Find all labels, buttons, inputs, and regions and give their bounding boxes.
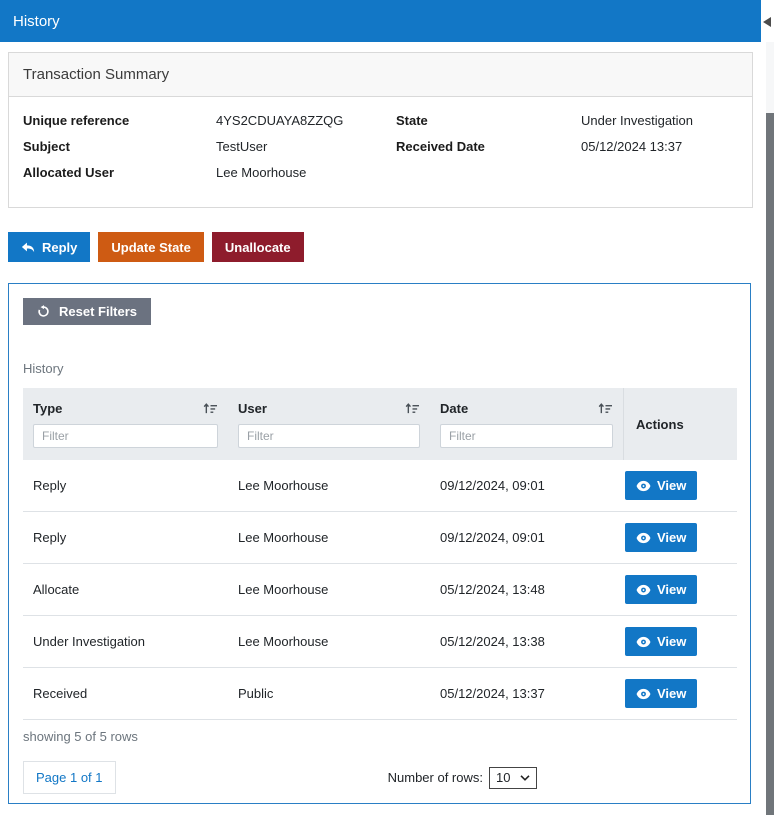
- table-row: Reply Lee Moorhouse 09/12/2024, 09:01 Vi…: [23, 460, 737, 512]
- cell-actions: View: [623, 523, 737, 552]
- transaction-summary-body: Unique reference 4YS2CDUAYA8ZZQG State U…: [9, 97, 752, 207]
- cell-date: 09/12/2024, 09:01: [440, 478, 545, 493]
- field-value-state: Under Investigation: [581, 113, 694, 128]
- table-title: History: [23, 361, 64, 376]
- cell-actions: View: [623, 575, 737, 604]
- cell-date: 05/12/2024, 13:37: [440, 686, 545, 701]
- action-buttons-row: Reply Update State Unallocate: [8, 232, 304, 262]
- field-label-received-date: Received Date: [396, 139, 485, 154]
- view-button-label: View: [657, 686, 687, 701]
- unallocate-button[interactable]: Unallocate: [211, 232, 304, 262]
- sort-icon[interactable]: [405, 402, 420, 415]
- view-button[interactable]: View: [625, 523, 698, 552]
- reply-button-label: Reply: [42, 239, 78, 255]
- history-table: Type User Date Actions: [23, 388, 737, 720]
- reply-button[interactable]: Reply: [8, 232, 91, 262]
- table-header: Type User Date Actions: [23, 388, 737, 460]
- cell-user: Lee Moorhouse: [238, 634, 329, 649]
- filter-cell-user: [228, 418, 430, 460]
- update-state-button[interactable]: Update State: [98, 232, 204, 262]
- sort-icon[interactable]: [203, 402, 218, 415]
- reset-icon: [37, 305, 50, 318]
- cell-date: 05/12/2024, 13:48: [440, 582, 545, 597]
- pagination-row: Page 1 of 1 Number of rows: 10: [23, 761, 736, 794]
- view-button-label: View: [657, 634, 687, 649]
- date-filter-input[interactable]: [440, 424, 613, 448]
- column-header-user[interactable]: User: [228, 388, 430, 418]
- cell-actions: View: [623, 627, 737, 656]
- filter-cell-date: [430, 418, 623, 460]
- unallocate-button-label: Unallocate: [224, 239, 291, 255]
- field-value-allocated-user: Lee Moorhouse: [216, 165, 307, 180]
- rows-per-page-group: Number of rows: 10: [387, 766, 537, 789]
- cell-actions: View: [623, 471, 737, 500]
- eye-icon: [636, 532, 651, 544]
- column-label-actions: Actions: [636, 416, 684, 432]
- reset-filters-label: Reset Filters: [59, 304, 138, 319]
- field-label-unique-reference: Unique reference: [23, 113, 130, 128]
- rows-per-page-label: Number of rows:: [387, 770, 483, 785]
- cell-type: Reply: [33, 478, 67, 493]
- page-header: History: [0, 0, 761, 42]
- reply-icon: [21, 240, 35, 254]
- page-title: History: [13, 12, 60, 30]
- reset-filters-button[interactable]: Reset Filters: [23, 298, 152, 325]
- collapse-panel-icon[interactable]: [763, 17, 771, 27]
- table-row: Reply Lee Moorhouse 09/12/2024, 09:01 Vi…: [23, 512, 737, 564]
- page-indicator-button[interactable]: Page 1 of 1: [23, 761, 116, 794]
- column-label-user: User: [238, 401, 267, 416]
- update-state-button-label: Update State: [111, 239, 191, 255]
- view-button[interactable]: View: [625, 679, 698, 708]
- history-panel: Reset Filters History Type User Date: [8, 283, 751, 804]
- cell-user: Public: [238, 686, 274, 701]
- view-button-label: View: [657, 530, 687, 545]
- eye-icon: [636, 584, 651, 596]
- field-value-received-date: 05/12/2024 13:37: [581, 139, 683, 154]
- view-button[interactable]: View: [625, 575, 698, 604]
- filter-cell-type: [23, 418, 228, 460]
- cell-date: 05/12/2024, 13:38: [440, 634, 545, 649]
- row-count-status: showing 5 of 5 rows: [23, 729, 138, 744]
- transaction-summary-title: Transaction Summary: [9, 53, 752, 97]
- vertical-scrollbar-thumb[interactable]: [766, 113, 774, 815]
- rows-per-page-value: 10: [496, 770, 511, 785]
- cell-user: Lee Moorhouse: [238, 478, 329, 493]
- table-body: Reply Lee Moorhouse 09/12/2024, 09:01 Vi…: [23, 460, 737, 720]
- cell-user: Lee Moorhouse: [238, 530, 329, 545]
- sort-icon[interactable]: [598, 402, 613, 415]
- field-label-allocated-user: Allocated User: [23, 165, 115, 180]
- eye-icon: [636, 636, 651, 648]
- cell-date: 09/12/2024, 09:01: [440, 530, 545, 545]
- cell-type: Reply: [33, 530, 67, 545]
- field-label-subject: Subject: [23, 139, 70, 154]
- table-row: Under Investigation Lee Moorhouse 05/12/…: [23, 616, 737, 668]
- transaction-summary-card: Transaction Summary Unique reference 4YS…: [8, 52, 753, 208]
- column-header-type[interactable]: Type: [23, 388, 228, 418]
- table-row: Received Public 05/12/2024, 13:37 View: [23, 668, 737, 720]
- field-value-subject: TestUser: [216, 139, 268, 154]
- cell-type: Received: [33, 686, 88, 701]
- cell-type: Allocate: [33, 582, 80, 597]
- column-label-date: Date: [440, 401, 469, 416]
- table-row: Allocate Lee Moorhouse 05/12/2024, 13:48…: [23, 564, 737, 616]
- column-header-actions: Actions: [623, 388, 737, 460]
- rows-per-page-select[interactable]: 10: [489, 766, 537, 789]
- view-button-label: View: [657, 478, 687, 493]
- eye-icon: [636, 480, 651, 492]
- chevron-down-icon: [520, 774, 530, 781]
- type-filter-input[interactable]: [33, 424, 218, 448]
- view-button[interactable]: View: [625, 471, 698, 500]
- eye-icon: [636, 688, 651, 700]
- view-button[interactable]: View: [625, 627, 698, 656]
- cell-type: Under Investigation: [33, 634, 146, 649]
- view-button-label: View: [657, 582, 687, 597]
- field-value-unique-reference: 4YS2CDUAYA8ZZQG: [216, 113, 344, 128]
- field-label-state: State: [396, 113, 428, 128]
- cell-user: Lee Moorhouse: [238, 582, 329, 597]
- user-filter-input[interactable]: [238, 424, 420, 448]
- cell-actions: View: [623, 679, 737, 708]
- column-label-type: Type: [33, 401, 63, 416]
- column-header-date[interactable]: Date: [430, 388, 623, 418]
